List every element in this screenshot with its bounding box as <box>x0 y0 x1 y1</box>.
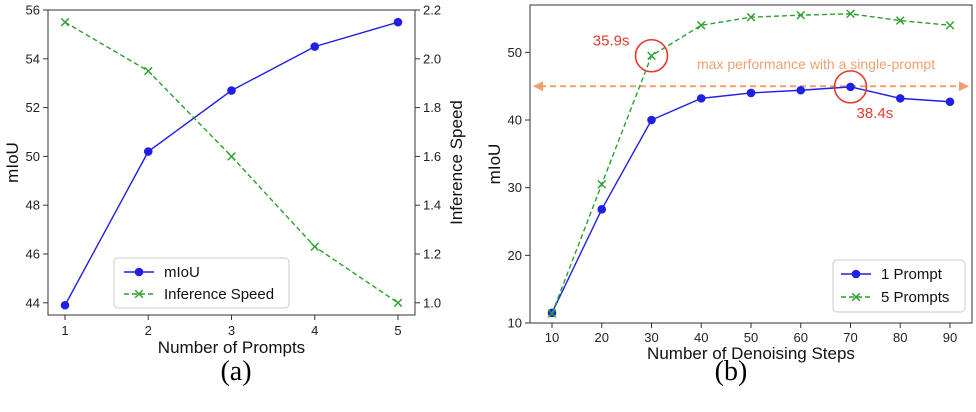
reference-label: max performance with a single-prompt <box>697 56 935 72</box>
x-tick-label: 1 <box>61 323 68 338</box>
data-point <box>60 17 70 27</box>
annotation-label: 35.9s <box>593 33 630 50</box>
legend-marker <box>134 267 144 277</box>
data-point <box>846 82 855 92</box>
data-point <box>696 94 706 103</box>
data-point <box>945 97 955 107</box>
data-point <box>647 115 656 125</box>
y-tick-label: 44 <box>26 295 40 310</box>
data-point <box>310 42 320 51</box>
y-axis-label: mIoU <box>485 144 504 185</box>
legend-box <box>113 257 290 309</box>
data-point <box>60 300 70 310</box>
y-tick-label: 40 <box>508 113 522 128</box>
legend-label: 1 Prompt <box>881 266 943 283</box>
x-tick-label: 3 <box>228 323 235 338</box>
y-tick-label: 20 <box>508 248 522 263</box>
y-tick-label: 48 <box>26 198 40 213</box>
chart-a: 1 2 3 4 5 44 46 48 50 52 54 56 1.0 1.2 1.4 1.6 1.8 2.0 2.2… <box>3 3 466 358</box>
x-tick-label: 40 <box>694 330 708 345</box>
y-tick-label: 10 <box>508 316 522 331</box>
x-tick-label: 70 <box>843 330 857 345</box>
y2-tick-label: 2.0 <box>423 51 441 66</box>
data-point <box>895 94 905 103</box>
data-point <box>647 51 656 61</box>
y2-tick-label: 2.2 <box>423 3 441 18</box>
data-point <box>746 88 756 98</box>
y-axis-label: mIoU <box>3 142 22 183</box>
data-point <box>895 16 905 25</box>
reference-arrow-left <box>533 81 543 92</box>
x-tick-label: 5 <box>394 323 401 338</box>
x-tick-label: 60 <box>794 330 808 345</box>
legend-marker <box>851 269 861 279</box>
data-point <box>796 85 806 95</box>
data-point <box>696 21 706 30</box>
legend-label: 5 Prompts <box>881 289 949 306</box>
data-point <box>227 152 236 161</box>
data-point <box>846 9 855 19</box>
x-axis-label: Number of Prompts <box>158 338 305 357</box>
x-tick-label: 50 <box>744 330 758 345</box>
y-tick-label: 50 <box>508 45 522 60</box>
y-tick-label: 54 <box>26 51 40 66</box>
data-point <box>796 10 806 20</box>
data-point <box>597 205 607 214</box>
data-point <box>945 21 955 30</box>
reference-arrow-right <box>959 81 969 92</box>
x-axis-label: Number of Denoising Steps <box>647 344 855 363</box>
data-point <box>227 86 236 95</box>
y2-tick-label: 1.4 <box>423 198 441 213</box>
data-point <box>597 180 607 189</box>
legend-marker <box>851 292 861 302</box>
series-line <box>64 21 399 304</box>
legend-marker <box>134 289 144 299</box>
legend-label: mIoU <box>164 264 200 281</box>
x-tick-label: 80 <box>893 330 907 345</box>
x-tick-label: 2 <box>145 323 152 338</box>
y-tick-label: 56 <box>26 3 40 18</box>
caption-b: (b) <box>715 356 748 387</box>
legend-box <box>832 259 966 313</box>
x-tick-label: 10 <box>545 330 559 345</box>
annotation-label: 38.4s <box>857 105 894 122</box>
data-point <box>547 309 557 318</box>
y-tick-label: 52 <box>26 100 40 115</box>
data-point <box>393 298 403 308</box>
x-tick-label: 4 <box>311 323 318 338</box>
legend-label: Inference Speed <box>164 286 274 303</box>
data-point <box>310 242 320 251</box>
y2-tick-label: 1.8 <box>423 100 441 115</box>
caption-a: (a) <box>220 356 251 387</box>
annotation-circle <box>634 38 669 73</box>
y2-axis-label: Inference Speed <box>447 100 466 225</box>
data-point <box>143 147 153 156</box>
y-tick-label: 30 <box>508 180 522 195</box>
data-point <box>746 12 756 22</box>
data-point <box>143 66 153 76</box>
y2-tick-label: 1.6 <box>423 149 441 164</box>
y2-tick-label: 1.0 <box>423 295 441 310</box>
x-tick-label: 30 <box>644 330 658 345</box>
data-point <box>393 17 403 27</box>
x-tick-label: 90 <box>943 330 957 345</box>
y2-tick-label: 1.2 <box>423 247 441 262</box>
y-tick-label: 50 <box>26 149 40 164</box>
y-tick-label: 46 <box>26 247 40 262</box>
x-tick-label: 20 <box>595 330 609 345</box>
annotation-circle <box>833 70 868 104</box>
